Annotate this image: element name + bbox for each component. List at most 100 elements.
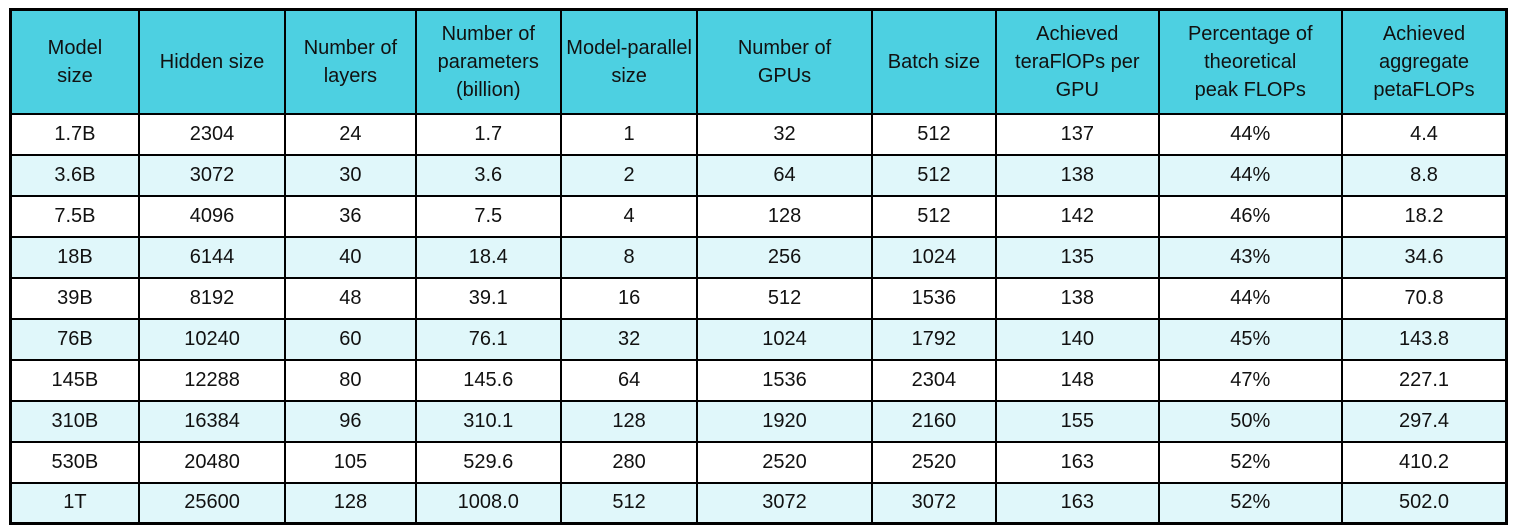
table-cell: 138 [995, 153, 1160, 197]
table-cell: 44% [1157, 276, 1343, 320]
table-cell: 410.2 [1340, 440, 1508, 484]
table-cell: 145.6 [414, 358, 562, 402]
table-header: Model size Hidden size Number of layers Num… [9, 8, 1508, 115]
table-cell: 2304 [870, 358, 998, 402]
model-scaling-table: Model size Hidden size Number of layers Num… [9, 8, 1508, 525]
table-cell: 1T [9, 481, 140, 525]
table-cell: 1792 [870, 317, 998, 361]
table-cell: 155 [995, 399, 1160, 443]
table-cell: 128 [284, 481, 417, 525]
table-cell: 3072 [696, 481, 873, 525]
table-cell: 3072 [870, 481, 998, 525]
table-cell: 39B [9, 276, 140, 320]
table-cell: 138 [995, 276, 1160, 320]
table-cell: 8 [559, 235, 699, 279]
table-cell: 52% [1157, 481, 1343, 525]
header-row: Model size Hidden size Number of layers Num… [9, 8, 1508, 115]
table-cell: 45% [1157, 317, 1343, 361]
table-cell: 80 [284, 358, 417, 402]
table-row-1.7B: 1.7B 2304 24 1.7 1 32 512 137 44% 4.4 [9, 112, 1508, 156]
header-cell-col-3: Number of parameters (billion) [414, 8, 562, 115]
table-cell: 12288 [137, 358, 287, 402]
table-cell: 76B [9, 317, 140, 361]
table-cell: 143.8 [1340, 317, 1508, 361]
table-cell: 297.4 [1340, 399, 1508, 443]
table-cell: 50% [1157, 399, 1343, 443]
table-cell: 512 [870, 112, 998, 156]
table-cell: 18B [9, 235, 140, 279]
table-row-18B: 18B 6144 40 18.4 8 256 1024 135 43% 34.6 [9, 235, 1508, 279]
header-cell-col-0: Model size [9, 8, 140, 115]
table-cell: 32 [559, 317, 699, 361]
table-cell: 1024 [696, 317, 873, 361]
table-cell: 145B [9, 358, 140, 402]
table-cell: 3072 [137, 153, 287, 197]
header-cell-col-4: Model-parallel size [559, 8, 699, 115]
header-cell-col-2: Number of layers [284, 8, 417, 115]
table-cell: 3.6 [414, 153, 562, 197]
table-cell: 3.6B [9, 153, 140, 197]
table-cell: 280 [559, 440, 699, 484]
table-cell: 128 [559, 399, 699, 443]
table-cell: 32 [696, 112, 873, 156]
header-cell-col-8: Percentage of theoretical peak FLOPs [1157, 8, 1343, 115]
table-cell: 512 [559, 481, 699, 525]
table-cell: 10240 [137, 317, 287, 361]
table-row-1T: 1T 25600 128 1008.0 512 3072 3072 163 52% 502.0 [9, 481, 1508, 525]
table-cell: 105 [284, 440, 417, 484]
table-cell: 530B [9, 440, 140, 484]
table-cell: 64 [559, 358, 699, 402]
table-row-7.5B: 7.5B 4096 36 7.5 4 128 512 142 46% 18.2 [9, 194, 1508, 238]
table-cell: 128 [696, 194, 873, 238]
table-cell: 2520 [696, 440, 873, 484]
table-row-3.6B: 3.6B 3072 30 3.6 2 64 512 138 44% 8.8 [9, 153, 1508, 197]
table-cell: 1536 [870, 276, 998, 320]
table-cell: 16384 [137, 399, 287, 443]
table-cell: 43% [1157, 235, 1343, 279]
table-cell: 512 [870, 194, 998, 238]
table-cell: 140 [995, 317, 1160, 361]
table-cell: 502.0 [1340, 481, 1508, 525]
table-cell: 20480 [137, 440, 287, 484]
table-cell: 48 [284, 276, 417, 320]
table-cell: 76.1 [414, 317, 562, 361]
table-cell: 96 [284, 399, 417, 443]
table-cell: 44% [1157, 112, 1343, 156]
table-body: 1.7B 2304 24 1.7 1 32 512 137 44% 4.4 3.6B 3072 30 3.… [9, 112, 1508, 525]
table-cell: 8.8 [1340, 153, 1508, 197]
table-cell: 47% [1157, 358, 1343, 402]
table-cell: 135 [995, 235, 1160, 279]
table-cell: 4 [559, 194, 699, 238]
table-cell: 52% [1157, 440, 1343, 484]
table-cell: 4096 [137, 194, 287, 238]
table-row-310B: 310B 16384 96 310.1 128 1920 2160 155 50% 297.4 [9, 399, 1508, 443]
table-cell: 2520 [870, 440, 998, 484]
table-cell: 2160 [870, 399, 998, 443]
table-row-530B: 530B 20480 105 529.6 280 2520 2520 163 52% 410.2 [9, 440, 1508, 484]
table-cell: 256 [696, 235, 873, 279]
table-cell: 25600 [137, 481, 287, 525]
table-cell: 36 [284, 194, 417, 238]
table-cell: 7.5 [414, 194, 562, 238]
header-cell-col-5: Number of GPUs [696, 8, 873, 115]
table-cell: 512 [696, 276, 873, 320]
table-cell: 1.7 [414, 112, 562, 156]
header-cell-col-6: Batch size [870, 8, 998, 115]
header-cell-col-9: Achieved aggregate petaFLOPs [1340, 8, 1508, 115]
table-cell: 1920 [696, 399, 873, 443]
table-row-76B: 76B 10240 60 76.1 32 1024 1792 140 45% 143.8 [9, 317, 1508, 361]
table-cell: 148 [995, 358, 1160, 402]
table-cell: 512 [870, 153, 998, 197]
table-cell: 39.1 [414, 276, 562, 320]
table-row-145B: 145B 12288 80 145.6 64 1536 2304 148 47% 227.1 [9, 358, 1508, 402]
table-cell: 70.8 [1340, 276, 1508, 320]
table-cell: 1 [559, 112, 699, 156]
table-cell: 34.6 [1340, 235, 1508, 279]
table-cell: 40 [284, 235, 417, 279]
table-cell: 4.4 [1340, 112, 1508, 156]
table-cell: 1024 [870, 235, 998, 279]
table-cell: 310.1 [414, 399, 562, 443]
table-cell: 64 [696, 153, 873, 197]
table-cell: 2304 [137, 112, 287, 156]
